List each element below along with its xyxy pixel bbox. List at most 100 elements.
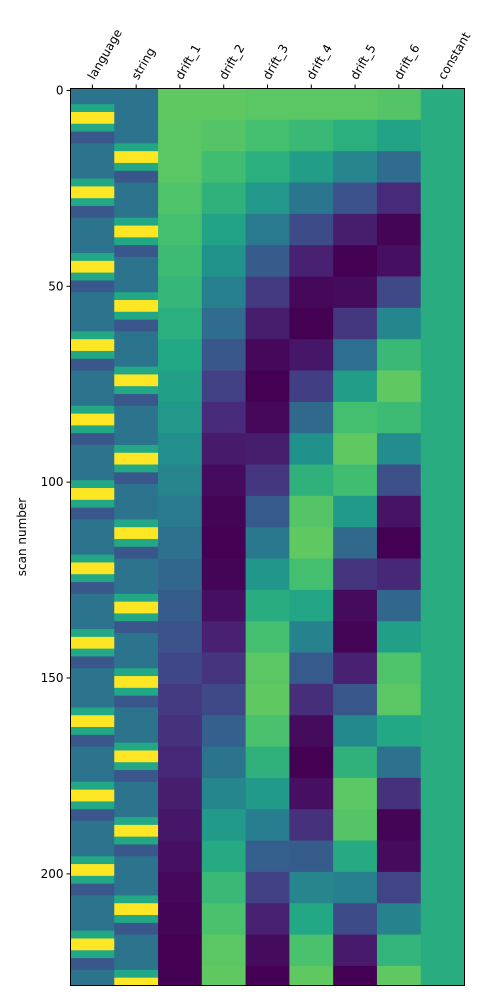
heatmap-cell	[201, 433, 247, 465]
heatmap-cell	[245, 245, 290, 277]
heatmap-cell	[114, 977, 159, 986]
heatmap-cell	[201, 683, 247, 716]
heatmap-cell	[289, 965, 334, 986]
heatmap-cell	[114, 632, 159, 669]
heatmap-cell	[70, 801, 115, 810]
heatmap-cell	[289, 934, 334, 967]
heatmap-cell	[333, 370, 378, 403]
heatmap-cell	[158, 965, 203, 986]
heatmap-cell	[114, 676, 159, 689]
heatmap-cell	[333, 589, 378, 622]
heatmap-cell	[70, 636, 115, 650]
heatmap-cell	[245, 527, 290, 559]
y-tick-label: 100	[41, 475, 64, 489]
heatmap-cell	[289, 151, 334, 183]
heatmap-cell	[114, 225, 159, 238]
heatmap-cell	[114, 162, 159, 172]
heatmap-cell	[70, 425, 115, 434]
heatmap-cell	[289, 245, 334, 277]
y-tick-label: 0	[56, 83, 64, 97]
heatmap-cell	[289, 715, 334, 747]
heatmap-cell	[376, 276, 422, 309]
heatmap-cell	[376, 589, 422, 622]
heatmap-cell	[245, 182, 290, 215]
heatmap-cell	[376, 558, 422, 591]
heatmap-cell	[245, 119, 290, 152]
heatmap-cell	[70, 413, 115, 426]
heatmap-cell	[114, 695, 159, 708]
heatmap-cell	[289, 213, 334, 246]
heatmap-cell	[289, 746, 334, 779]
heatmap-cell	[114, 844, 159, 857]
x-tick-label: drift_2	[216, 42, 247, 82]
heatmap-cell	[70, 206, 115, 219]
heatmap-cell	[333, 840, 378, 873]
heatmap-cell	[158, 119, 203, 152]
heatmap-cell	[114, 245, 159, 258]
heatmap-cell	[289, 871, 334, 904]
heatmap-cell	[70, 358, 115, 371]
heatmap-cell	[158, 433, 203, 465]
heatmap	[70, 88, 465, 986]
heatmap-cell	[70, 883, 115, 896]
heatmap-cell	[245, 589, 290, 622]
heatmap-cell	[289, 119, 334, 152]
heatmap-cell	[201, 276, 247, 309]
heatmap-cell	[114, 781, 159, 818]
heatmap-cell	[70, 895, 115, 932]
heatmap-cell	[70, 433, 115, 446]
x-tick-label: drift_3	[260, 42, 291, 82]
heatmap-cell	[201, 464, 247, 497]
heatmap-cell	[289, 527, 334, 559]
heatmap-cell	[114, 922, 159, 935]
heatmap-cell	[376, 151, 422, 183]
heatmap-cell	[289, 88, 334, 121]
heatmap-cell	[158, 245, 203, 277]
heatmap-cell	[158, 589, 203, 622]
heatmap-cell	[114, 331, 159, 368]
heatmap-cell	[70, 480, 115, 489]
heatmap-cell	[158, 307, 203, 340]
heatmap-cell	[114, 366, 159, 375]
heatmap-cell	[376, 495, 422, 528]
heatmap-cell	[376, 401, 422, 434]
heatmap-cell	[333, 276, 378, 309]
heatmap-cell	[201, 245, 247, 277]
heatmap-cell	[201, 871, 247, 904]
heatmap-cell	[289, 307, 334, 340]
heatmap-cell	[289, 558, 334, 591]
heatmap-cell	[376, 777, 422, 810]
heatmap-cell	[245, 683, 290, 716]
heatmap-cell	[245, 840, 290, 873]
heatmap-cell	[70, 707, 115, 716]
heatmap-cell	[70, 820, 115, 857]
heatmap-cell	[158, 903, 203, 935]
heatmap-cell	[70, 554, 115, 563]
heatmap-cell	[201, 307, 247, 340]
heatmap-cell	[70, 856, 115, 865]
heatmap-cell	[376, 652, 422, 685]
x-tick-label: constant	[435, 30, 473, 82]
heatmap-cell	[289, 339, 334, 371]
heatmap-cell	[114, 558, 159, 595]
heatmap-cell	[70, 809, 115, 822]
heatmap-cell	[114, 170, 159, 183]
heatmap-cell	[114, 668, 159, 677]
heatmap-cell	[70, 629, 115, 638]
y-axis-label: scan number	[15, 498, 29, 577]
heatmap-cell	[70, 969, 115, 986]
x-tick-label: string	[129, 45, 158, 82]
heatmap-cell	[289, 809, 334, 841]
heatmap-cell	[245, 433, 290, 465]
heatmap-cell	[333, 495, 378, 528]
heatmap-cell	[158, 151, 203, 183]
heatmap-cell	[70, 143, 115, 179]
heatmap-cell	[70, 253, 115, 262]
heatmap-cell	[70, 726, 115, 736]
heatmap-cell	[114, 394, 159, 407]
heatmap-cell	[376, 840, 422, 873]
heatmap-cell	[114, 593, 159, 603]
heatmap-cell	[114, 311, 159, 321]
heatmap-cell	[333, 965, 378, 986]
